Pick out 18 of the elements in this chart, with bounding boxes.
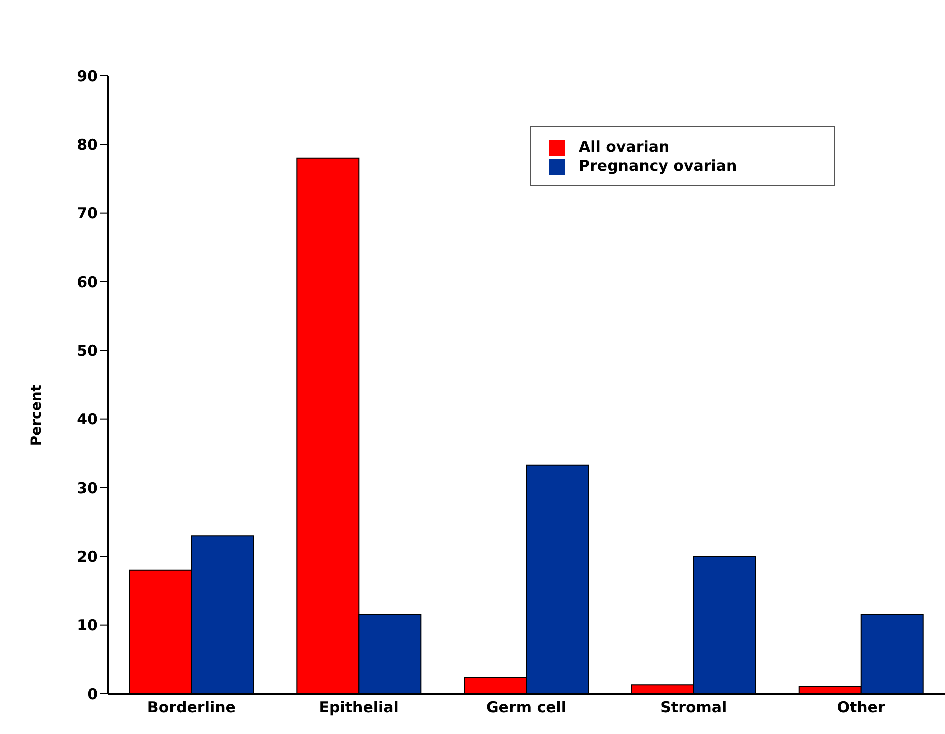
x-tick-label: Stromal bbox=[660, 698, 728, 717]
y-tick-label: 50 bbox=[77, 342, 98, 360]
y-tick-label: 0 bbox=[88, 685, 98, 704]
y-tick-label: 60 bbox=[77, 273, 98, 292]
y-tick-label: 90 bbox=[77, 67, 98, 86]
y-tick-label: 70 bbox=[77, 204, 98, 223]
y-tick-label: 30 bbox=[77, 479, 98, 498]
legend-label: All ovarian bbox=[579, 138, 670, 156]
legend-label: Pregnancy ovarian bbox=[579, 157, 738, 175]
x-tick-label: Other bbox=[837, 698, 886, 717]
y-tick-label: 40 bbox=[77, 410, 98, 429]
y-tick-label: 80 bbox=[77, 136, 98, 154]
x-tick-label: Germ cell bbox=[486, 698, 567, 717]
x-tick-label: Epithelial bbox=[319, 698, 399, 717]
y-tick-label: 20 bbox=[77, 548, 98, 566]
y-axis-title: Percent bbox=[28, 384, 45, 446]
y-tick-label: 10 bbox=[77, 616, 98, 635]
x-tick-label: Borderline bbox=[147, 698, 236, 717]
